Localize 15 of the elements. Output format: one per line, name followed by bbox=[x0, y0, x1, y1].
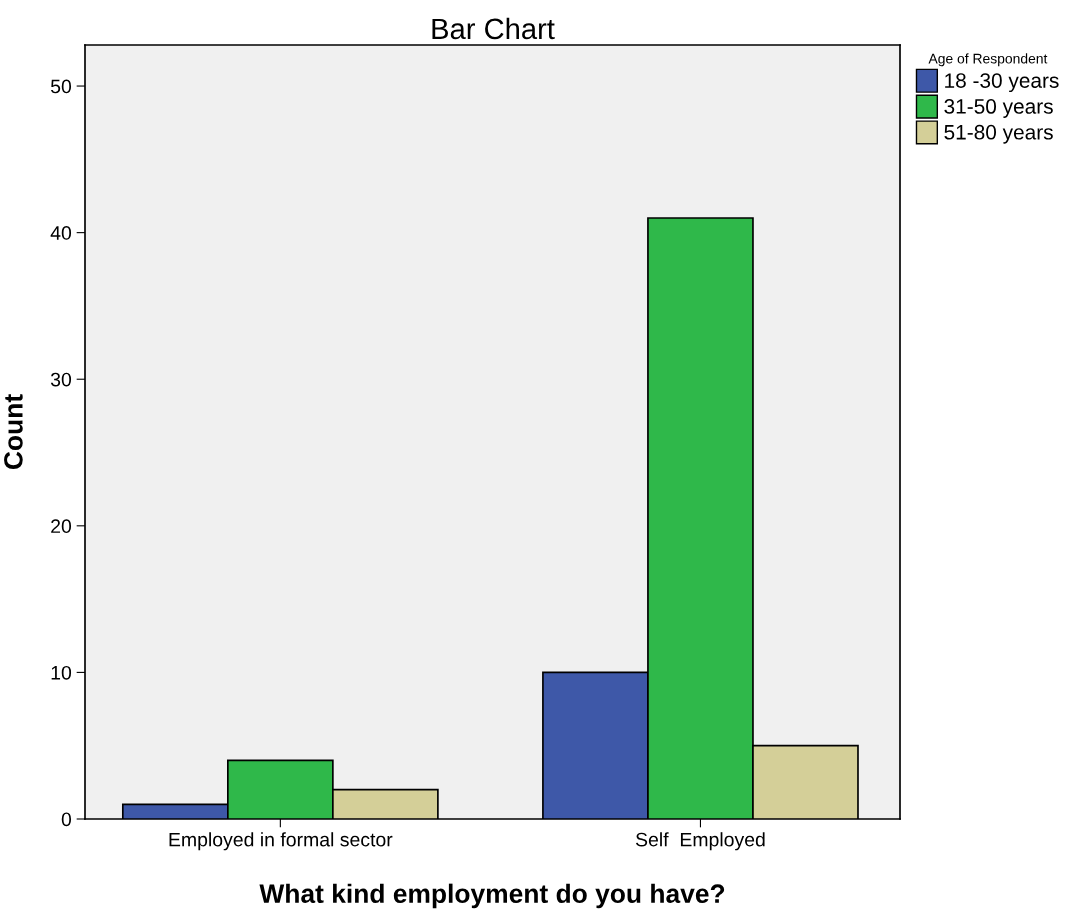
y-axis-title: Count bbox=[4, 394, 23, 470]
y-tick-label: 40 bbox=[50, 226, 72, 240]
y-tick-label: 50 bbox=[50, 79, 72, 94]
chart-title: Bar Chart bbox=[432, 17, 555, 40]
x-axis-title: What kind employment do you have? bbox=[259, 883, 725, 909]
y-tick-label: 0 bbox=[61, 812, 72, 827]
y-tick-label: 20 bbox=[51, 519, 72, 534]
legend-label: 31-50 years bbox=[944, 99, 1053, 118]
y-tick-label: 10 bbox=[51, 665, 72, 680]
legend-title: Age of Respondent bbox=[928, 53, 1048, 67]
x-tick-label: Self Employed bbox=[635, 832, 765, 851]
x-tick-label: Employed in formal sector bbox=[169, 832, 393, 851]
y-tick-label: 30 bbox=[50, 372, 72, 387]
legend-label: 18 -30 years bbox=[945, 73, 1059, 93]
legend-label: 51-80 years bbox=[944, 124, 1053, 144]
